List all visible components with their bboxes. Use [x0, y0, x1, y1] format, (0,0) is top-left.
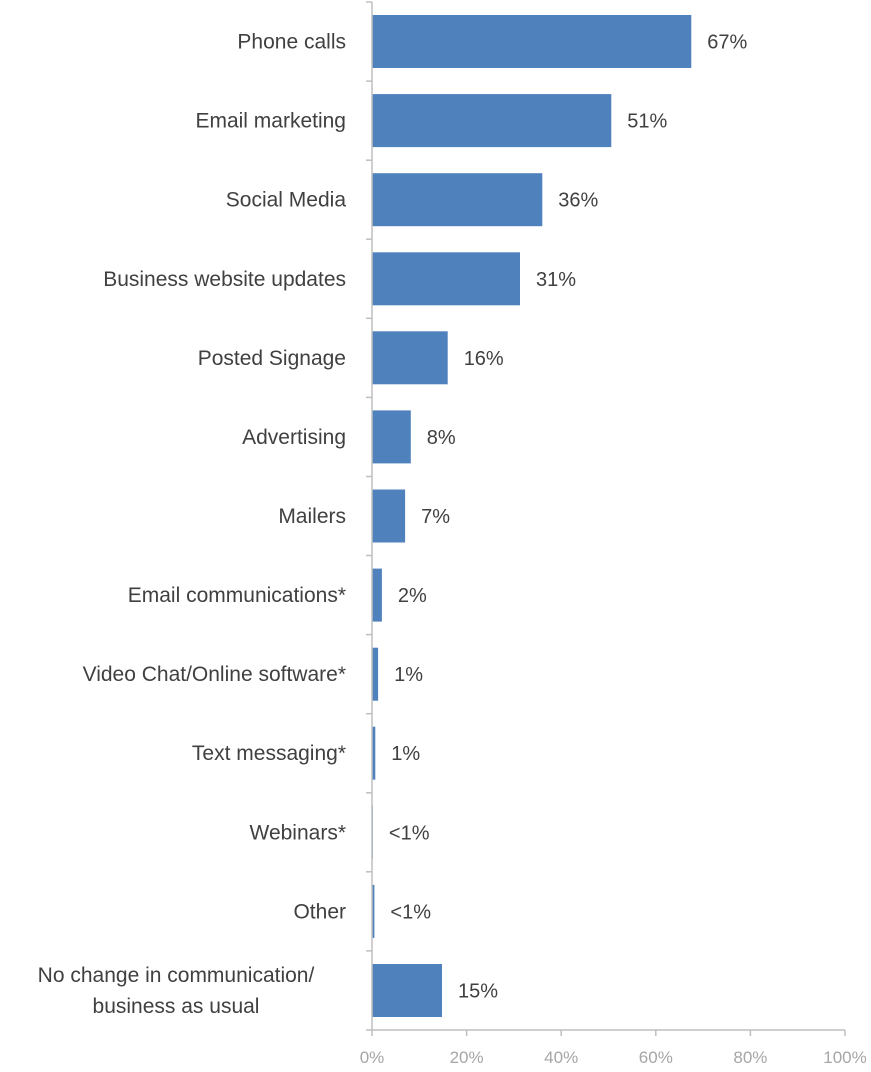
- bar-3: [372, 252, 520, 306]
- data-label-5: 8%: [427, 427, 456, 449]
- category-label-12: No change in communication/business as u…: [38, 964, 315, 1018]
- x-tick-label-3: 60%: [639, 1048, 673, 1067]
- data-label-2: 36%: [558, 190, 598, 212]
- bar-12: [372, 964, 442, 1017]
- data-label-6: 7%: [421, 506, 450, 528]
- category-label-0: Phone calls: [237, 31, 346, 54]
- data-label-1: 51%: [627, 111, 667, 133]
- category-label-6: Mailers: [278, 505, 346, 528]
- bar-6: [372, 489, 406, 543]
- data-label-10: <1%: [389, 822, 430, 844]
- bar-5: [372, 410, 411, 464]
- bar-11: [372, 884, 375, 938]
- bar-9: [372, 726, 376, 780]
- x-tick-label-5: 100%: [823, 1048, 866, 1067]
- category-label-3: Business website updates: [103, 268, 346, 291]
- data-label-8: 1%: [394, 664, 423, 686]
- data-label-9: 1%: [391, 743, 420, 765]
- x-tick-label-1: 20%: [450, 1048, 484, 1067]
- data-label-12: 15%: [458, 981, 498, 1003]
- bar-1: [372, 94, 612, 148]
- x-tick-label-4: 80%: [733, 1048, 767, 1067]
- labels-layer: 67% Phone calls 51% Email marketing 36% Socia…: [38, 31, 867, 1068]
- bar-2: [372, 173, 543, 227]
- category-label-4: Posted Signage: [198, 347, 346, 370]
- category-label-2: Social Media: [226, 189, 347, 212]
- category-label-11: Other: [293, 900, 346, 923]
- bar-8: [372, 647, 379, 701]
- x-tick-label-2: 40%: [544, 1048, 578, 1067]
- category-label-1: Email marketing: [195, 110, 346, 133]
- data-label-4: 16%: [464, 348, 504, 370]
- data-label-3: 31%: [536, 269, 576, 291]
- x-tick-label-0: 0%: [360, 1048, 385, 1067]
- bar-0: [372, 15, 692, 68]
- category-label-10: Webinars*: [250, 821, 347, 844]
- category-label-7: Email communications*: [128, 584, 346, 607]
- axis-layer: [366, 1, 846, 1036]
- bars-layer: [372, 15, 692, 1017]
- data-label-7: 2%: [398, 585, 427, 607]
- data-label-0: 67%: [707, 32, 747, 54]
- bar-4: [372, 331, 448, 385]
- data-label-11: <1%: [390, 901, 431, 923]
- bar-7: [372, 568, 382, 622]
- category-label-9: Text messaging*: [192, 742, 346, 765]
- category-label-5: Advertising: [242, 426, 346, 449]
- category-label-8: Video Chat/Online software*: [83, 663, 346, 686]
